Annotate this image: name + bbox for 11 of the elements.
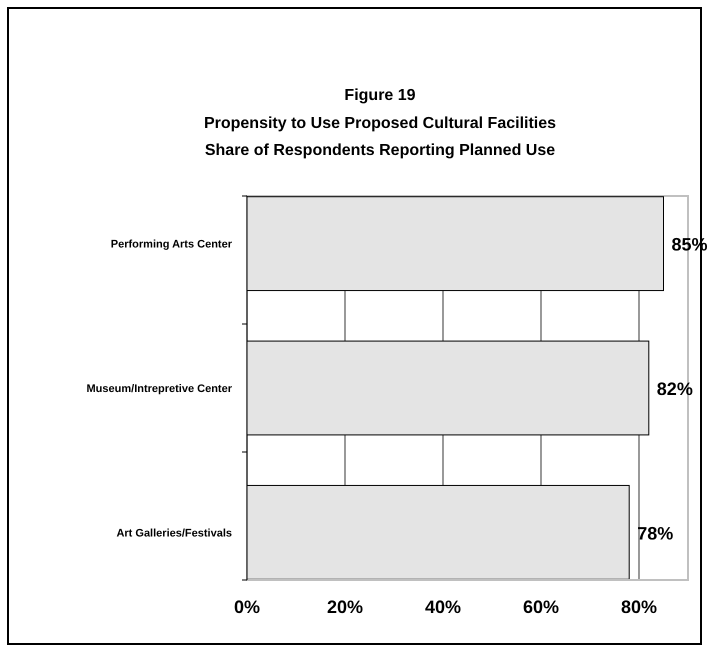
chart-subtitle: Propensity to Use Proposed Cultural Facilities Share of Respondents Reporting Planned Use: [204, 115, 556, 159]
y-tick-label: Art Galleries/Festivals: [116, 527, 232, 540]
x-tick-label: 0%: [234, 596, 260, 617]
x-tick-label: 60%: [522, 596, 560, 617]
x-tick-label: 40%: [424, 596, 462, 617]
x-tick-label: 80%: [620, 596, 658, 617]
data-label: 82%: [656, 379, 693, 399]
x-tick-label: 20%: [326, 596, 364, 617]
y-tick-label: Museum/Intrepretive Center: [86, 383, 233, 395]
chart-title: Figure 19: [344, 87, 416, 104]
y-tick-label: Performing Arts Center: [110, 238, 233, 251]
